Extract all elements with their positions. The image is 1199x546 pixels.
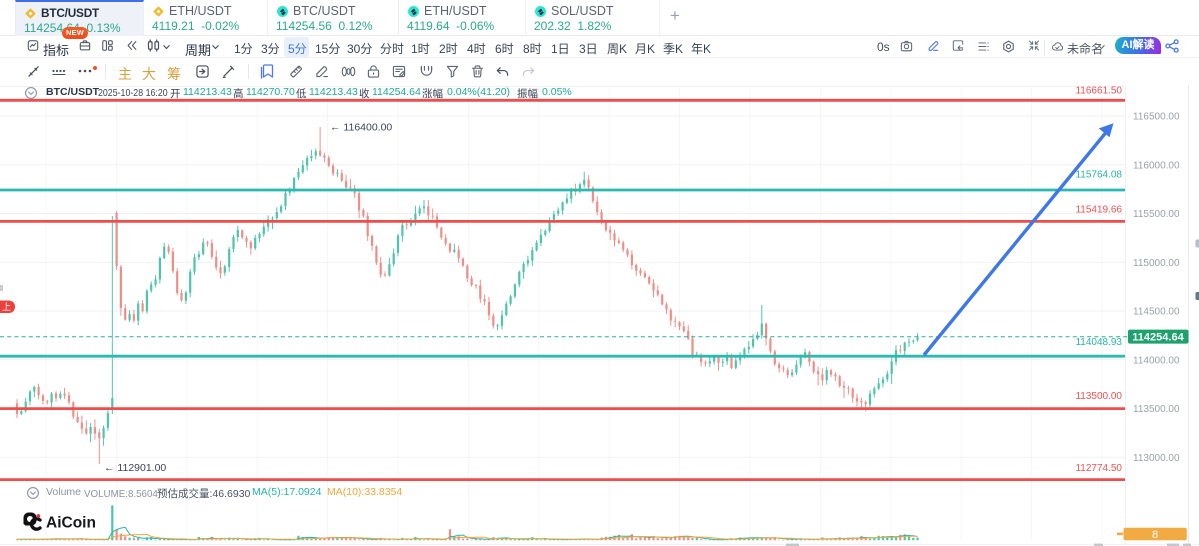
- svg-text:← 116400.00: ← 116400.00: [330, 122, 392, 134]
- svg-text:← 112901.00: ← 112901.00: [104, 462, 166, 474]
- svg-text:113000.00: 113000.00: [1133, 453, 1180, 464]
- svg-text:115000.00: 115000.00: [1133, 258, 1180, 269]
- svg-text:上: 上: [2, 302, 11, 312]
- svg-text:112774.50: 112774.50: [1075, 463, 1122, 474]
- svg-text:115764.08: 115764.08: [1075, 170, 1122, 181]
- svg-text:114048.93: 114048.93: [1075, 337, 1122, 348]
- svg-text:AiCoin: AiCoin: [46, 515, 96, 532]
- svg-text:8: 8: [1152, 529, 1158, 541]
- svg-text:114254.64: 114254.64: [1132, 331, 1184, 343]
- svg-text:113500.00: 113500.00: [1075, 391, 1122, 402]
- svg-text:114000.00: 114000.00: [1133, 355, 1180, 366]
- svg-text:113500.00: 113500.00: [1133, 404, 1180, 415]
- svg-text:114500.00: 114500.00: [1133, 307, 1180, 318]
- svg-text:116500.00: 116500.00: [1133, 112, 1180, 123]
- svg-text:116661.50: 116661.50: [1075, 86, 1122, 97]
- svg-text:115500.00: 115500.00: [1133, 209, 1180, 220]
- svg-text:115419.66: 115419.66: [1075, 205, 1122, 216]
- svg-text:116000.00: 116000.00: [1133, 160, 1180, 171]
